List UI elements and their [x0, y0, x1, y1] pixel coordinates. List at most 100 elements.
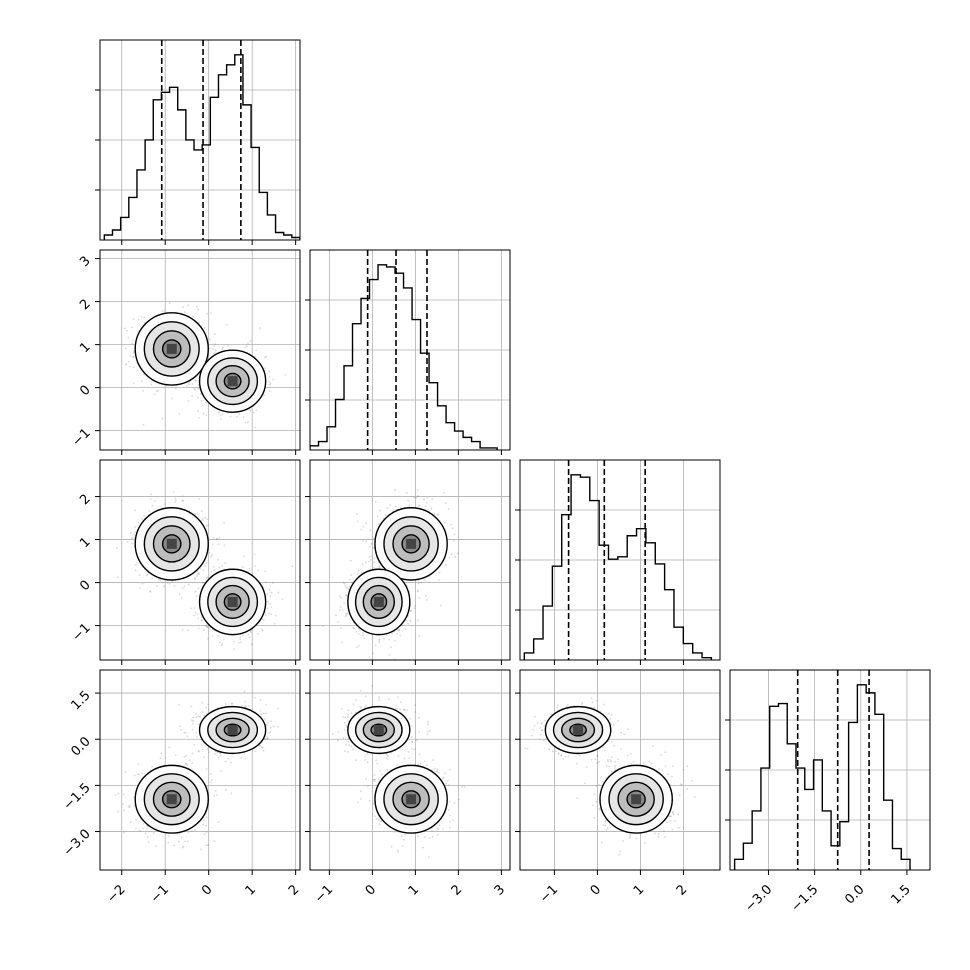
scatter-point — [175, 499, 177, 502]
panel-3-0: −3.0−1.50.01.5−2 −1 0 1 2 — [61, 669, 302, 906]
scatter-point — [222, 346, 224, 349]
scatter-point — [205, 816, 208, 819]
scatter-point — [199, 393, 202, 395]
scatter-point — [201, 517, 204, 520]
scatter-point — [444, 502, 447, 505]
scatter-point — [335, 614, 337, 617]
scatter-point — [167, 835, 170, 838]
scatter-point — [270, 591, 273, 594]
scatter-point — [376, 515, 379, 518]
scatter-point — [369, 545, 371, 548]
scatter-point — [177, 840, 180, 843]
scatter-point — [191, 395, 194, 398]
scatter-point — [211, 554, 213, 556]
scatter-point — [180, 728, 182, 731]
scatter-point — [131, 542, 133, 545]
scatter-point — [266, 738, 269, 740]
scatter-point — [178, 412, 181, 415]
scatter-point — [218, 537, 221, 539]
scatter-point — [223, 521, 226, 524]
scatter-point — [268, 588, 271, 591]
scatter-point — [192, 315, 194, 318]
scatter-point — [181, 499, 184, 502]
scatter-point — [184, 763, 187, 765]
scatter-point — [233, 648, 235, 651]
scatter-point — [125, 329, 128, 332]
scatter-point — [194, 512, 197, 515]
scatter-point — [220, 418, 223, 421]
scatter-point — [264, 356, 266, 359]
scatter-point — [249, 631, 252, 634]
scatter-point — [413, 496, 416, 499]
scatter-point — [418, 635, 421, 637]
scatter-point — [355, 513, 358, 515]
scatter-point — [338, 595, 341, 597]
scatter-point — [212, 348, 214, 351]
scatter-point — [221, 565, 224, 568]
scatter-point — [141, 772, 144, 775]
scatter-point — [137, 318, 140, 321]
scatter-point — [407, 622, 410, 625]
scatter-point — [382, 517, 385, 520]
scatter-point — [183, 755, 186, 758]
scatter-point — [150, 493, 152, 496]
scatter-point — [396, 632, 398, 635]
scatter-point — [168, 582, 171, 585]
scatter-point — [190, 705, 193, 708]
scatter-point — [187, 831, 190, 834]
scatter-point — [212, 536, 215, 539]
scatter-point — [135, 561, 138, 564]
scatter-point — [450, 553, 453, 556]
scatter-point — [259, 698, 262, 701]
scatter-point — [142, 373, 145, 376]
scatter-point — [261, 628, 263, 631]
scatter-point — [267, 612, 270, 615]
scatter-point — [264, 712, 267, 715]
scatter-point — [257, 569, 260, 572]
scatter-point — [209, 347, 211, 350]
scatter-point — [266, 721, 269, 724]
scatter-point — [249, 409, 252, 412]
scatter-point — [384, 514, 387, 516]
scatter-point — [167, 841, 170, 844]
scatter-point — [132, 355, 135, 358]
scatter-point — [197, 388, 200, 390]
scatter-point — [205, 561, 208, 564]
scatter-point — [338, 609, 341, 612]
panel-1-1 — [305, 249, 511, 455]
scatter-point — [259, 327, 261, 329]
scatter-point — [356, 520, 359, 523]
scatter-point — [178, 593, 181, 596]
scatter-point — [131, 339, 134, 342]
histogram-step — [103, 54, 300, 240]
scatter-point — [203, 563, 206, 565]
scatter-point — [195, 575, 198, 577]
scatter-point — [213, 345, 215, 348]
scatter-point — [356, 646, 358, 648]
scatter-point — [146, 573, 149, 576]
scatter-point — [220, 644, 223, 647]
panel-frame — [309, 249, 511, 451]
scatter-point — [203, 833, 206, 836]
scatter-point — [451, 527, 454, 530]
scatter-point — [405, 492, 408, 495]
scatter-point — [255, 409, 258, 412]
scatter-point — [202, 569, 205, 572]
scatter-point — [218, 566, 221, 569]
y-tick-label: 0 — [77, 578, 93, 594]
scatter-point — [363, 637, 366, 640]
scatter-point — [247, 342, 249, 345]
scatter-point — [146, 827, 148, 830]
scatter-point — [241, 566, 244, 568]
scatter-point — [254, 426, 257, 429]
y-tick-label: 3 — [77, 254, 93, 270]
scatter-point — [341, 609, 344, 612]
scatter-point — [268, 375, 271, 378]
scatter-point — [227, 344, 229, 347]
panel-plot-area — [100, 250, 300, 450]
scatter-point — [210, 571, 213, 573]
scatter-point — [249, 340, 252, 343]
scatter-point — [157, 578, 160, 581]
scatter-point — [266, 607, 269, 610]
